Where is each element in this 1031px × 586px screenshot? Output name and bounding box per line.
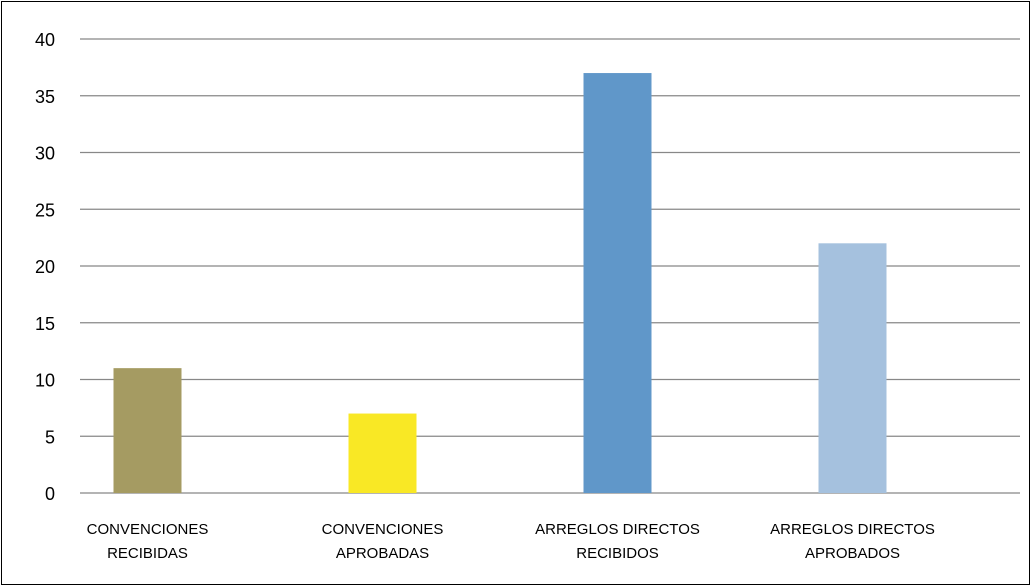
x-category-label: RECIBIDOS [576,545,659,562]
x-category-label: CONVENCIONES [322,521,444,538]
y-tick-label: 35 [35,87,55,107]
x-category-label: APROBADAS [336,545,429,562]
bars [113,73,887,494]
gridlines [80,38,1020,494]
bar [113,368,182,493]
y-axis-ticks: 0 5 10 15 20 25 30 35 40 [35,30,55,504]
y-tick-label: 15 [35,314,55,334]
bar [583,73,652,494]
y-tick-label: 25 [35,200,55,220]
bar [818,243,887,493]
x-axis-labels: CONVENCIONES RECIBIDAS CONVENCIONES APROBAD… [87,521,935,562]
y-tick-label: 0 [45,484,55,504]
y-tick-label: 40 [35,30,55,50]
y-tick-label: 5 [45,427,55,447]
y-tick-label: 30 [35,144,55,164]
bar [348,413,417,493]
x-category-label: CONVENCIONES [87,521,209,538]
y-tick-label: 10 [35,371,55,391]
x-category-label: RECIBIDAS [107,545,188,562]
y-tick-label: 20 [35,257,55,277]
x-category-label: APROBADOS [805,545,900,562]
x-category-label: ARREGLOS DIRECTOS [770,521,935,538]
x-category-label: ARREGLOS DIRECTOS [535,521,700,538]
